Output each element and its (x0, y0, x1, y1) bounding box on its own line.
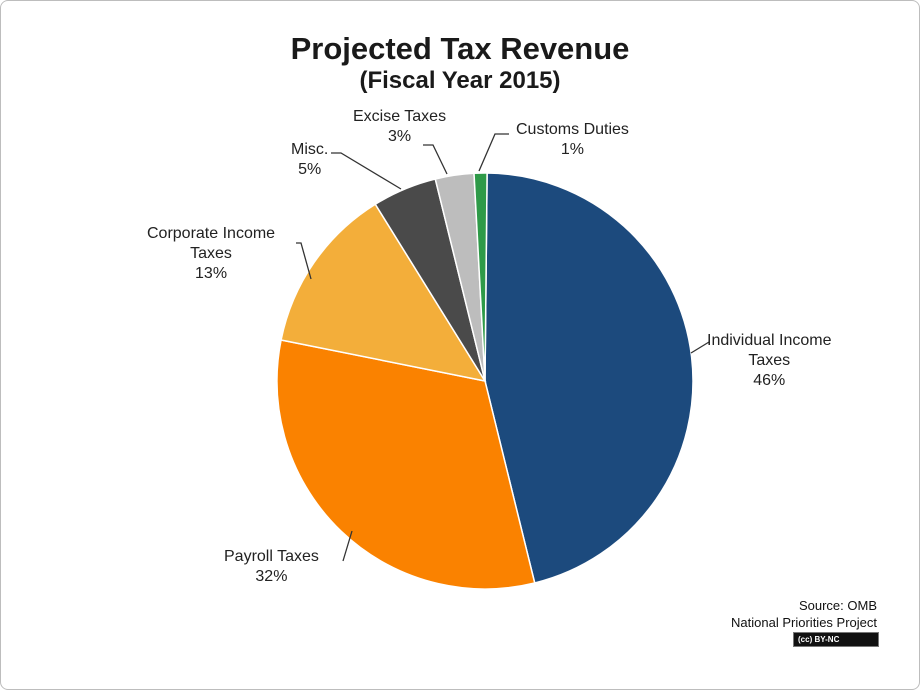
pie-slice-payroll (276, 339, 536, 590)
label-pct: 1% (560, 141, 585, 158)
label-individual-income: Individual Income Taxes 46% (707, 331, 832, 391)
label-text: Customs Duties (516, 121, 629, 138)
leader-line-corporate (296, 242, 312, 280)
chart-title: Projected Tax Revenue (290, 31, 630, 66)
leader-line-customs (478, 133, 509, 172)
label-pct: 46% (753, 372, 786, 389)
source-org: National Priorities Project (731, 615, 877, 630)
leader-line-excise (423, 144, 448, 175)
label-pct: 32% (255, 568, 288, 585)
label-text: Payroll Taxes (224, 548, 319, 565)
label-text: Taxes (190, 245, 232, 262)
label-payroll: Payroll Taxes 32% (224, 547, 319, 587)
label-text: Individual Income (707, 332, 832, 349)
label-text: Corporate Income (147, 225, 276, 242)
label-corporate-income: Corporate Income Taxes 13% (147, 224, 275, 284)
chart-subtitle: (Fiscal Year 2015) (359, 67, 561, 94)
label-pct: 13% (195, 265, 228, 282)
cc-license-badge: (cc) BY-NC (793, 632, 879, 647)
label-customs: Customs Duties 1% (516, 120, 629, 160)
label-text: Taxes (748, 352, 791, 369)
source-text: Source: OMB (798, 598, 877, 613)
label-misc: Misc. 5% (291, 140, 328, 180)
label-pct: 3% (387, 128, 412, 145)
pie-slice-individual-income (484, 172, 694, 584)
label-text: Misc. (291, 141, 329, 158)
pie-slice-customs (473, 172, 488, 382)
label-text: Excise Taxes (353, 108, 447, 125)
leader-line-payroll (342, 530, 353, 562)
label-excise: Excise Taxes 3% (353, 107, 446, 147)
label-pct: 5% (298, 161, 322, 178)
leader-line-misc (331, 152, 402, 190)
leader-line-individual (690, 341, 710, 354)
license-text: (cc) BY-NC (798, 635, 840, 644)
pie-slice-corporate-income (280, 203, 487, 383)
